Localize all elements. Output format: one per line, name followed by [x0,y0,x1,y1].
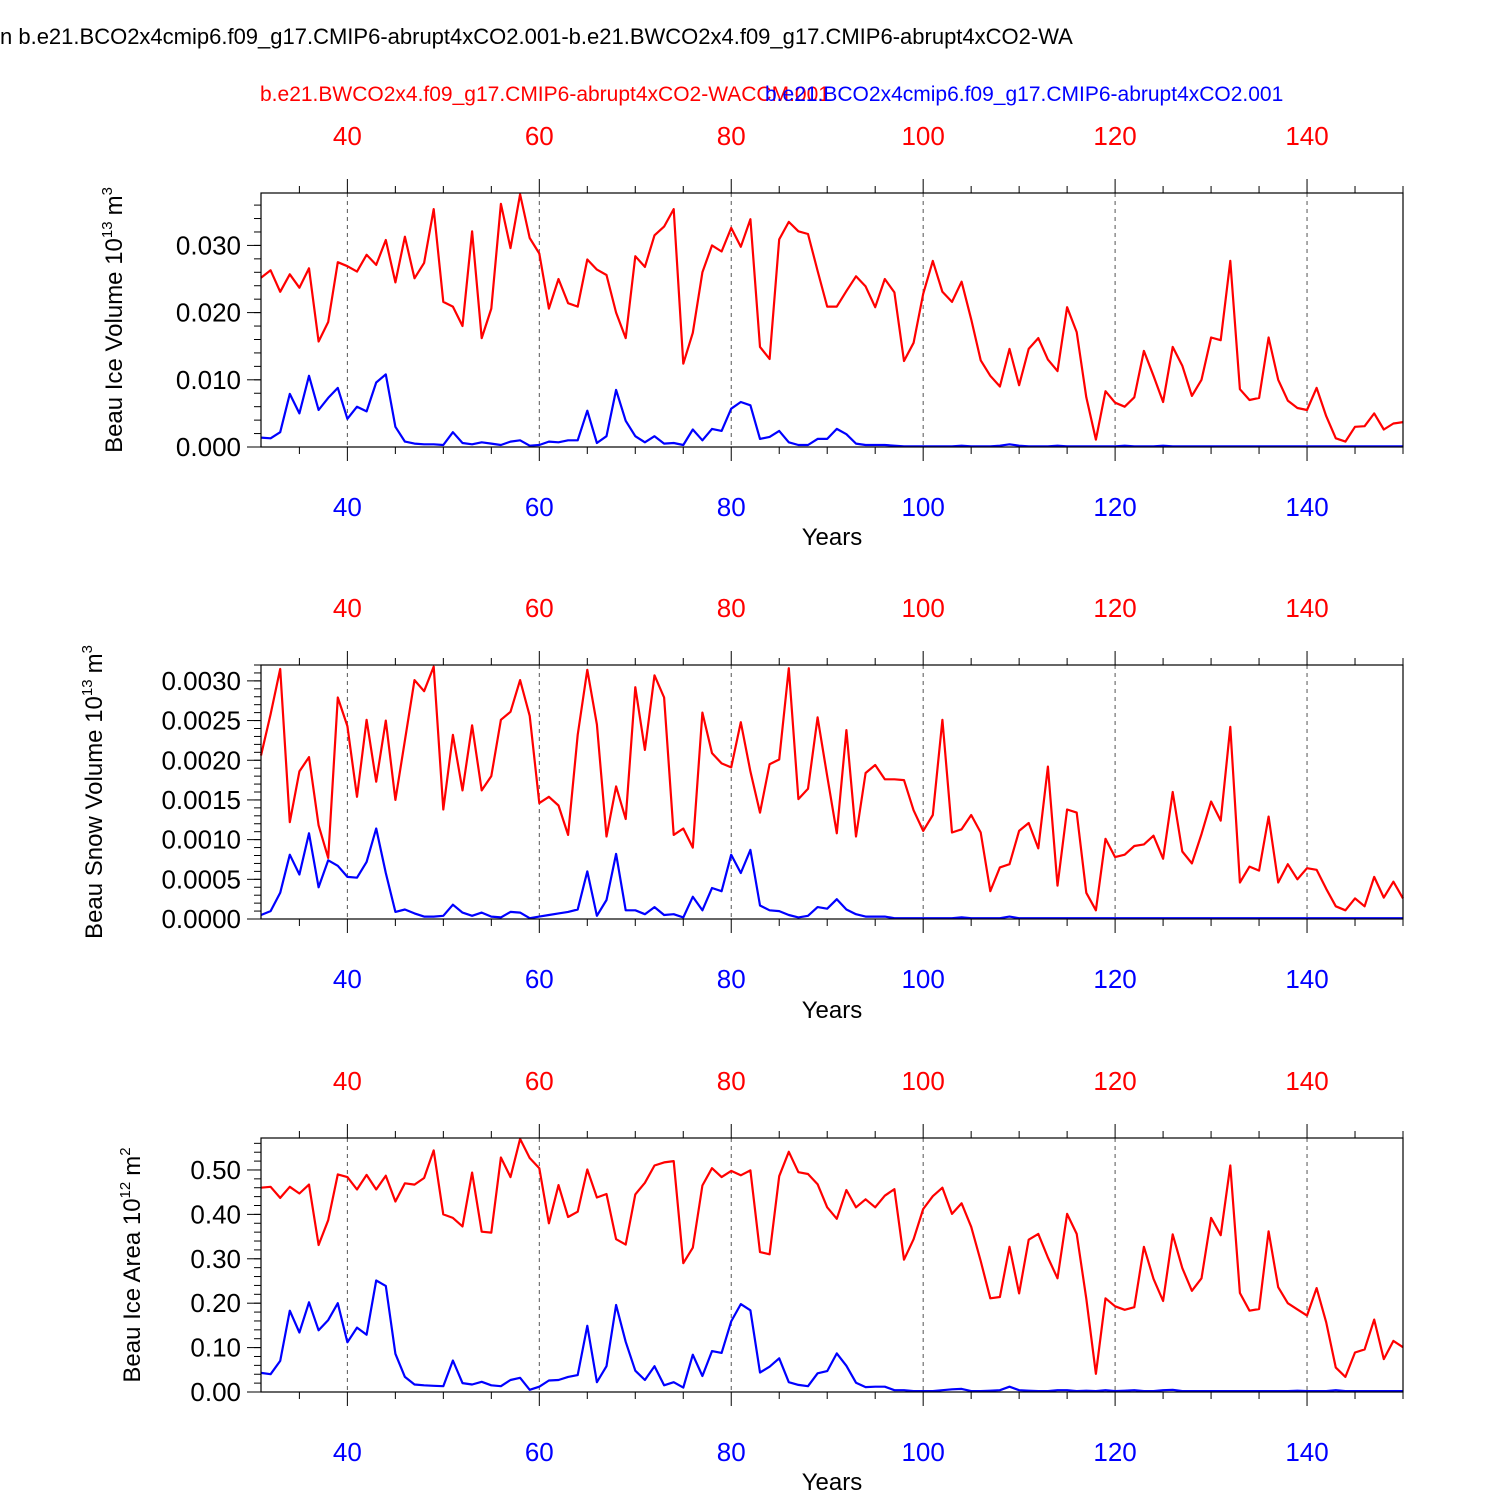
y-tick-label: 0.40 [190,1199,241,1229]
y-axis-label: Beau Ice Area 1012m2 [117,1147,146,1382]
figure-title: n b.e21.BCO2x4cmip6.f09_g17.CMIP6-abrupt… [0,24,1073,49]
series-line-blue [260,373,1403,448]
y-tick-label: 0.10 [190,1333,241,1363]
y-tick-label: 0.20 [190,1288,241,1318]
x-tick-label-bottom: 140 [1285,964,1328,994]
x-axis-label: Years [802,1469,863,1496]
x-tick-label-bottom: 100 [901,964,944,994]
x-tick-label-bottom: 40 [333,1437,362,1467]
plot-frame [260,1137,1404,1393]
x-tick-label-top: 80 [717,1066,746,1096]
x-tick-label-top: 60 [525,1066,554,1096]
x-tick-label-bottom: 60 [525,964,554,994]
x-tick-label-bottom: 120 [1093,492,1136,522]
x-tick-label-top: 100 [901,121,944,151]
x-tick-label-top: 40 [333,1066,362,1096]
plot-frame [260,192,1404,448]
y-tick-label: 0.0030 [161,666,241,696]
x-tick-label-top: 140 [1285,121,1328,151]
series-line-blue [260,827,1403,920]
plot-frame [260,664,1404,920]
x-tick-label-bottom: 120 [1093,1437,1136,1467]
x-tick-label-bottom: 40 [333,492,362,522]
x-tick-label-bottom: 100 [901,1437,944,1467]
y-tick-label: 0.0020 [161,745,241,775]
x-tick-label-bottom: 60 [525,492,554,522]
y-tick-label: 0.030 [176,230,241,260]
series-line-blue [260,1279,1403,1393]
y-axis-label: Beau Ice Volume 1013m3 [99,187,128,453]
x-tick-label-bottom: 140 [1285,492,1328,522]
x-tick-label-bottom: 80 [717,492,746,522]
x-tick-label-top: 120 [1093,593,1136,623]
x-tick-label-bottom: 100 [901,492,944,522]
series-line-red [260,1137,1404,1379]
x-tick-label-top: 100 [901,1066,944,1096]
legend-series-red: b.e21.BWCO2x4.f09_g17.CMIP6-abrupt4xCO2-… [260,83,830,106]
series-line-red [259,665,1404,912]
y-tick-label: 0.0005 [161,864,241,894]
x-tick-label-top: 140 [1285,1066,1328,1096]
x-tick-label-top: 80 [717,593,746,623]
y-tick-label: 0.000 [176,432,241,462]
x-tick-label-top: 100 [901,593,944,623]
y-tick-label: 0.010 [176,365,241,395]
x-tick-label-top: 40 [333,121,362,151]
x-tick-label-bottom: 80 [717,964,746,994]
chart-panels: 0.000 0.010 0.020 0.030 40 40 60 60 80 80 100 100 12… [79,121,1404,1496]
x-axis-label: Years [802,997,863,1024]
y-tick-label: 0.30 [190,1244,241,1274]
chart-panel-1: 0.000 0.010 0.020 0.030 40 40 60 60 80 80 100 100 12… [99,121,1404,551]
x-tick-label-bottom: 80 [717,1437,746,1467]
y-tick-label: 0.0015 [161,785,241,815]
y-tick-label: 0.0025 [161,706,241,736]
y-axis-label: Beau Snow Volume 1013m3 [79,645,108,939]
y-tick-label: 0.020 [176,298,241,328]
legend-series-blue: b.e21.BCO2x4cmip6.f09_g17.CMIP6-abrupt4x… [765,83,1283,106]
x-tick-label-top: 40 [333,593,362,623]
x-tick-label-bottom: 60 [525,1437,554,1467]
x-tick-label-top: 80 [717,121,746,151]
y-tick-label: 0.0000 [161,904,241,934]
x-tick-label-bottom: 40 [333,964,362,994]
y-tick-label: 0.50 [190,1155,241,1185]
x-tick-label-top: 60 [525,593,554,623]
x-tick-label-top: 60 [525,121,554,151]
chart-panel-3: 0.00 0.10 0.20 0.30 0.40 0.50 40 40 60 60 80 80 100 1… [117,1066,1404,1496]
y-tick-label: 0.00 [190,1377,241,1407]
x-tick-label-top: 120 [1093,1066,1136,1096]
x-tick-label-bottom: 140 [1285,1437,1328,1467]
chart-panel-2: 0.0000 0.0005 0.0010 0.0015 0.0020 0.0025 0.00… [79,593,1404,1024]
x-tick-label-top: 140 [1285,593,1328,623]
x-tick-label-bottom: 120 [1093,964,1136,994]
series-line-red [260,193,1404,443]
x-axis-label: Years [802,524,863,551]
x-tick-label-top: 120 [1093,121,1136,151]
y-tick-label: 0.0010 [161,825,241,855]
